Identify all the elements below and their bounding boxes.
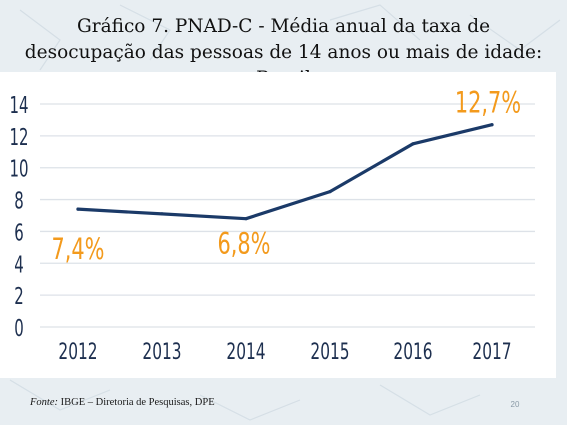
x-tick-label: 2016 [393, 339, 432, 364]
x-tick-label: 2015 [310, 339, 349, 364]
y-tick-label: 4 [14, 251, 24, 278]
y-tick-label: 8 [14, 187, 24, 214]
source-note: Fonte: IBGE – Diretoria de Pesquisas, DP… [30, 397, 215, 408]
y-tick-label: 14 [9, 92, 28, 119]
x-tick-label: 2012 [58, 339, 97, 364]
y-tick-label: 0 [14, 315, 24, 342]
data-point [160, 212, 164, 216]
data-label: 7,4% [51, 233, 104, 266]
data-point [490, 123, 494, 127]
y-tick-label: 2 [14, 283, 24, 310]
data-point [328, 190, 332, 194]
data-label: 6,8% [217, 227, 270, 260]
y-tick-label: 10 [9, 155, 28, 182]
source-text: IBGE – Diretoria de Pesquisas, DPE [58, 397, 215, 408]
chart-title-line-1: Gráfico 7. PNAD-C - Média anual da taxa … [76, 16, 491, 37]
y-tick-label: 6 [14, 219, 24, 246]
data-label: 12,7% [455, 86, 521, 119]
source-label: Fonte: [30, 397, 58, 408]
x-tick-label: 2014 [226, 339, 265, 364]
x-tick-label: 2017 [472, 339, 511, 364]
page-number: 20 [510, 400, 520, 409]
chart-title-line-2: desocupação das pessoas de 14 anos ou ma… [24, 42, 543, 63]
y-tick-label: 12 [9, 124, 28, 151]
x-tick-label: 2013 [142, 339, 181, 364]
data-point [411, 142, 415, 146]
data-point [244, 217, 248, 221]
line-chart: 0 2 4 6 8 10 12 14 2012 2013 2014 2015 2016 2017 7,4… [9, 86, 535, 365]
data-point [76, 207, 80, 211]
series-line [76, 123, 494, 221]
